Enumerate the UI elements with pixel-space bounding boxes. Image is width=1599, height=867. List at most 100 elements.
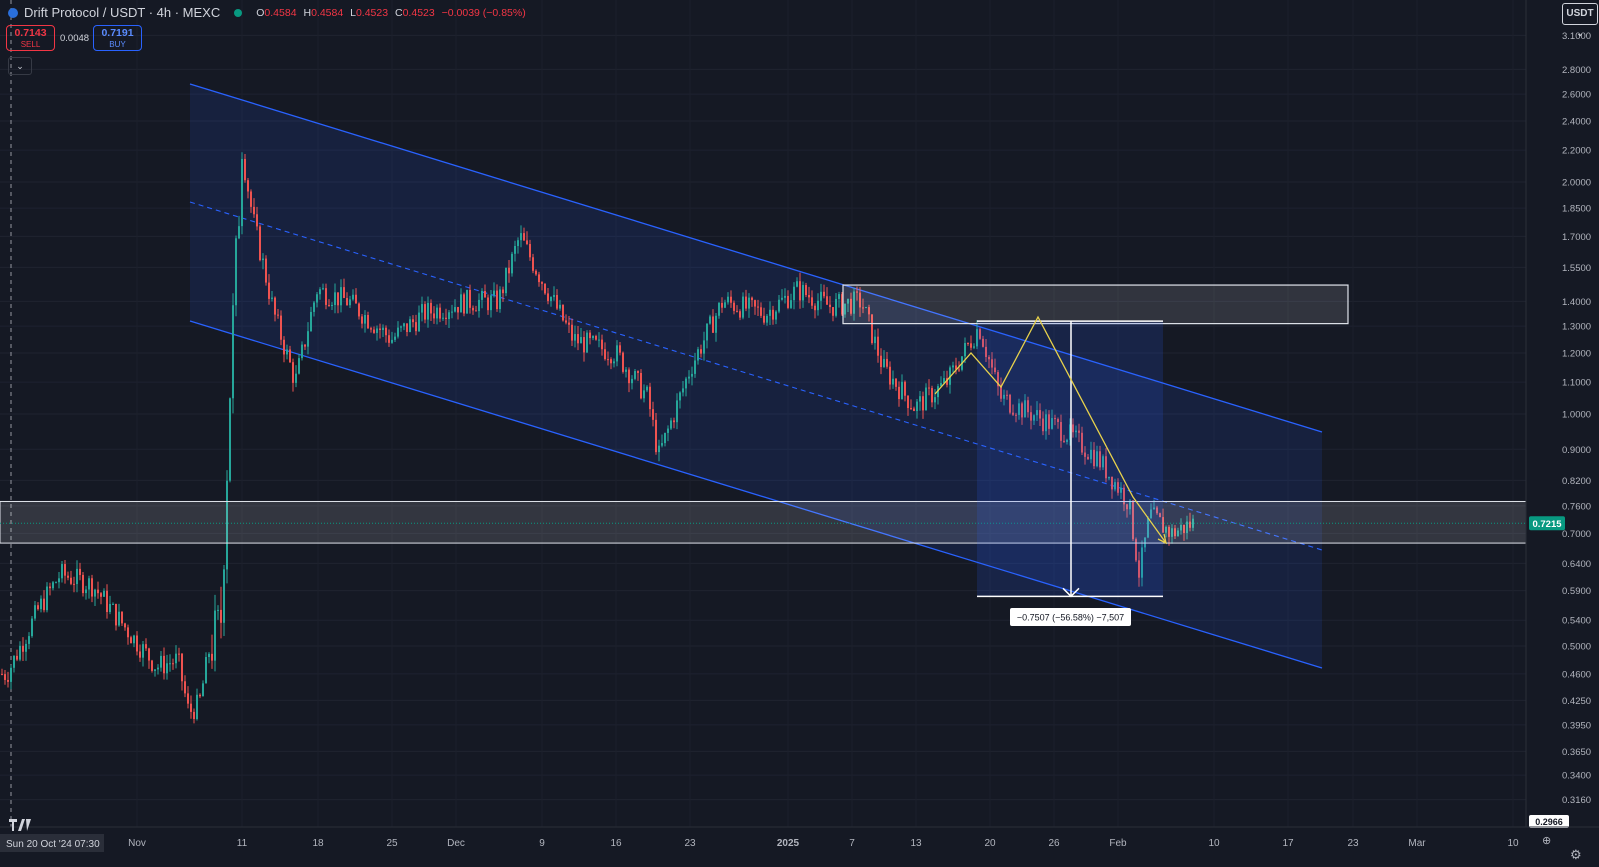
candle-body xyxy=(1159,513,1161,518)
candle-body xyxy=(208,653,210,658)
candle-body xyxy=(901,381,903,400)
collapse-toggle[interactable]: ⌄ xyxy=(8,57,32,75)
crosshair-date-box xyxy=(0,834,104,852)
candle-body xyxy=(1060,422,1062,441)
candle-body xyxy=(976,329,978,347)
candle-body xyxy=(1054,418,1056,420)
candle-body xyxy=(1069,424,1071,440)
add-icon[interactable]: ⊕ xyxy=(1542,835,1552,847)
candle-body xyxy=(262,258,264,261)
currency-button[interactable]: USDT ⌄ xyxy=(1562,3,1598,38)
candle-body xyxy=(1123,487,1125,505)
price-tick-label: 0.5000 xyxy=(1562,642,1591,653)
candle-body xyxy=(286,349,288,355)
candle-body xyxy=(553,295,555,297)
candle-body xyxy=(1180,524,1182,531)
candle-body xyxy=(754,300,756,307)
candle-body xyxy=(211,653,213,661)
candle-body xyxy=(667,428,669,433)
candle-body xyxy=(736,310,738,312)
candle-body xyxy=(829,304,831,308)
candle-body xyxy=(700,349,702,354)
candle-body xyxy=(367,314,369,329)
candle-body xyxy=(688,376,690,379)
candle-body xyxy=(1087,456,1089,460)
candle-body xyxy=(370,328,372,330)
price-tick-label: 2.4000 xyxy=(1562,116,1591,127)
time-tick-label: Nov xyxy=(128,838,146,849)
candle-body xyxy=(136,635,138,652)
candle-body xyxy=(1117,482,1119,493)
candle-body xyxy=(187,693,189,704)
candle-body xyxy=(1192,518,1194,528)
candle-body xyxy=(37,605,39,610)
candle-body xyxy=(118,611,120,626)
candle-body xyxy=(517,240,519,246)
candle-body xyxy=(538,274,540,283)
support-zone xyxy=(0,500,1527,544)
time-tick-label: 11 xyxy=(237,838,248,849)
time-tick-label: 10 xyxy=(1507,838,1519,849)
candle-body xyxy=(268,282,270,299)
candle-body xyxy=(850,298,852,314)
candle-body xyxy=(439,307,441,319)
candle-body xyxy=(889,366,891,385)
candle-body xyxy=(430,302,432,314)
candle-body xyxy=(955,365,957,370)
symbol-title[interactable]: Drift Protocol / USDT · 4h · MEXC xyxy=(24,5,221,20)
candle-body xyxy=(106,590,108,613)
buy-button[interactable]: 0.7191 BUY xyxy=(93,25,142,51)
candle-body xyxy=(466,289,468,314)
candle-body xyxy=(970,343,972,348)
candle-body xyxy=(4,674,6,680)
ohlc-open-key: O xyxy=(256,6,265,19)
candle-body xyxy=(445,317,447,320)
descending-channel xyxy=(189,83,1323,669)
sell-button[interactable]: 0.7143 SELL xyxy=(6,25,55,51)
price-tick-label: 0.3950 xyxy=(1562,720,1591,731)
candle-body xyxy=(277,314,279,316)
candle-body xyxy=(544,283,546,294)
candle-body xyxy=(403,323,405,327)
candle-body xyxy=(793,286,795,301)
candle-body xyxy=(493,290,495,296)
candle-body xyxy=(883,358,885,368)
candle-body xyxy=(991,359,993,368)
candle-body xyxy=(376,328,378,333)
candle-body xyxy=(382,327,384,331)
candle-body xyxy=(196,694,198,720)
candle-body xyxy=(181,653,183,682)
candle-body xyxy=(316,294,318,303)
candle-body xyxy=(499,289,501,310)
candle-body xyxy=(178,653,180,655)
price-tick-label: 0.8200 xyxy=(1562,476,1591,487)
candle-body xyxy=(112,603,114,605)
candle-body xyxy=(832,307,834,316)
candle-body xyxy=(154,669,156,671)
time-tick-label: Mar xyxy=(1408,838,1426,849)
candle-body xyxy=(733,302,735,311)
price-tick-label: 0.9000 xyxy=(1562,445,1591,456)
candle-body xyxy=(1093,449,1095,467)
candle-body xyxy=(340,287,342,306)
candle-body xyxy=(658,445,660,453)
candle-body xyxy=(343,287,345,298)
candle-body xyxy=(496,290,498,310)
measure-box xyxy=(977,321,1163,597)
candle-body xyxy=(25,643,27,652)
candle-body xyxy=(1153,507,1155,510)
candle-body xyxy=(571,324,573,341)
market-status-icon xyxy=(234,8,243,17)
candle-body xyxy=(13,655,15,668)
candle-body xyxy=(412,319,414,323)
candle-body xyxy=(295,373,297,383)
candle-body xyxy=(484,291,486,298)
candle-body xyxy=(109,603,111,613)
candle-body xyxy=(76,568,78,585)
candle-body xyxy=(892,378,894,385)
settings-gear-icon[interactable]: ⚙ xyxy=(1570,847,1582,862)
candle-body xyxy=(364,314,366,324)
chart-header: Drift Protocol / USDT · 4h · MEXC O0.458… xyxy=(8,5,530,20)
price-tick-label: 0.3160 xyxy=(1562,795,1591,806)
